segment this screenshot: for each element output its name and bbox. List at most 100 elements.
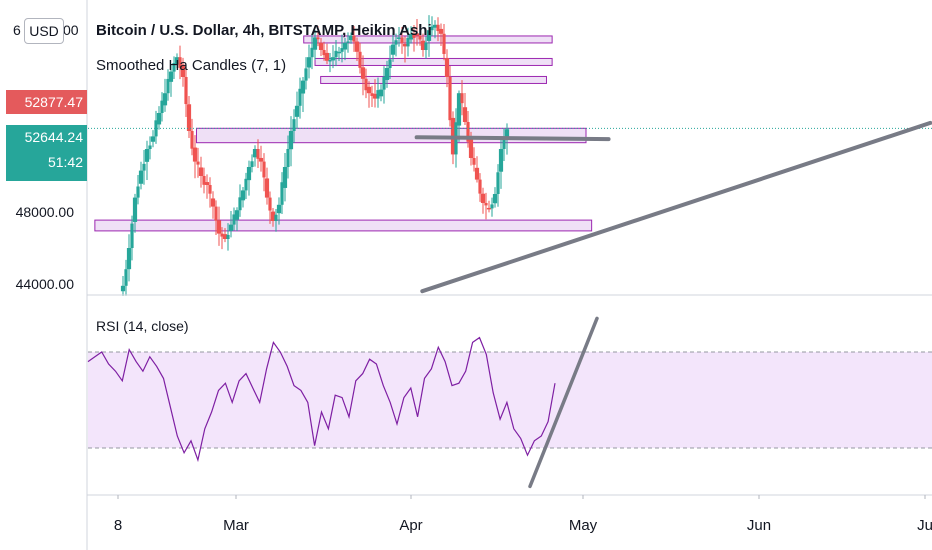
candle: [178, 57, 182, 68]
candle: [256, 149, 260, 159]
candle: [214, 206, 218, 221]
candle: [172, 63, 176, 72]
candle: [370, 93, 374, 96]
candle: [424, 42, 428, 50]
candle: [382, 76, 386, 90]
candle: [310, 47, 314, 58]
candle: [120, 285, 126, 292]
candle: [124, 269, 128, 286]
candle: [408, 33, 414, 40]
candle: [130, 223, 134, 248]
support-resistance-zone: [320, 75, 547, 84]
candle: [384, 68, 390, 81]
support-resistance-zone: [195, 127, 587, 144]
candle: [342, 42, 348, 50]
candle: [426, 30, 432, 41]
candle: [216, 220, 222, 234]
rsi-pane[interactable]: [87, 316, 932, 489]
candle: [232, 214, 236, 225]
time-tick-label: Jun: [747, 517, 771, 534]
candle: [504, 129, 510, 140]
candle: [348, 35, 354, 41]
candle: [306, 57, 312, 68]
candle: [396, 37, 402, 39]
candle: [354, 41, 360, 52]
candle: [144, 149, 150, 162]
price-tick-label-partial: 00: [63, 22, 79, 38]
candle: [486, 207, 492, 210]
candle: [156, 113, 162, 125]
candle: [436, 24, 440, 32]
candle: [406, 37, 410, 47]
time-tick-label: 8: [114, 517, 122, 534]
candle: [498, 149, 504, 172]
candle: [346, 41, 350, 43]
candle: [304, 68, 308, 81]
candle: [138, 170, 144, 184]
candle: [160, 100, 164, 113]
rsi-label: RSI (14, close): [96, 318, 189, 334]
candle: [150, 136, 156, 142]
candle: [168, 71, 174, 82]
candle: [460, 93, 464, 104]
candle: [238, 197, 242, 211]
candle: [252, 149, 258, 158]
candle: [268, 197, 272, 211]
candle: [180, 64, 186, 77]
candle: [366, 86, 372, 94]
candle: [316, 37, 320, 40]
chart-title: Bitcoin / U.S. Dollar, 4h, BITSTAMP, Hei…: [96, 22, 432, 39]
candle: [262, 161, 266, 178]
bar-countdown: 51:42: [47, 154, 83, 170]
candle: [352, 35, 356, 42]
candle: [274, 214, 278, 221]
candle: [390, 44, 396, 55]
candle: [360, 67, 366, 79]
candle: [388, 59, 392, 68]
price-tick-label-partial: 6: [13, 22, 21, 38]
candle: [204, 182, 210, 185]
candle: [148, 145, 152, 149]
candle: [294, 105, 300, 117]
candle: [412, 33, 416, 38]
candle: [300, 80, 306, 94]
candle: [276, 204, 282, 214]
candle: [462, 107, 468, 122]
candle: [270, 211, 276, 221]
candle: [502, 137, 506, 149]
currency-button[interactable]: USD: [24, 18, 64, 44]
time-tick-label: Apr: [399, 517, 422, 534]
candle: [400, 37, 404, 44]
candle: [340, 48, 344, 52]
candle: [372, 93, 378, 99]
candle: [328, 59, 332, 62]
candle: [222, 234, 228, 239]
candle: [234, 210, 240, 220]
candle: [492, 194, 498, 204]
candle: [378, 89, 384, 97]
rsi-band: [88, 352, 932, 448]
candle: [472, 158, 476, 165]
candle: [208, 185, 212, 194]
candle: [312, 37, 318, 50]
candle: [126, 248, 132, 270]
trendline: [420, 120, 932, 294]
candle: [480, 193, 486, 203]
candle: [228, 224, 234, 231]
candle: [364, 78, 368, 91]
candle: [394, 40, 398, 45]
candle: [324, 52, 330, 61]
candle: [162, 93, 168, 106]
candle: [448, 77, 452, 121]
candle: [456, 93, 462, 126]
candle: [490, 204, 494, 209]
candle: [210, 198, 216, 207]
rsi-line: [87, 336, 556, 463]
last-price-tag: 52644.24 51:42: [6, 125, 87, 181]
candle: [166, 78, 170, 94]
candle: [478, 179, 482, 194]
candle: [154, 120, 158, 137]
prev-price-tag: 52877.47: [6, 90, 87, 114]
